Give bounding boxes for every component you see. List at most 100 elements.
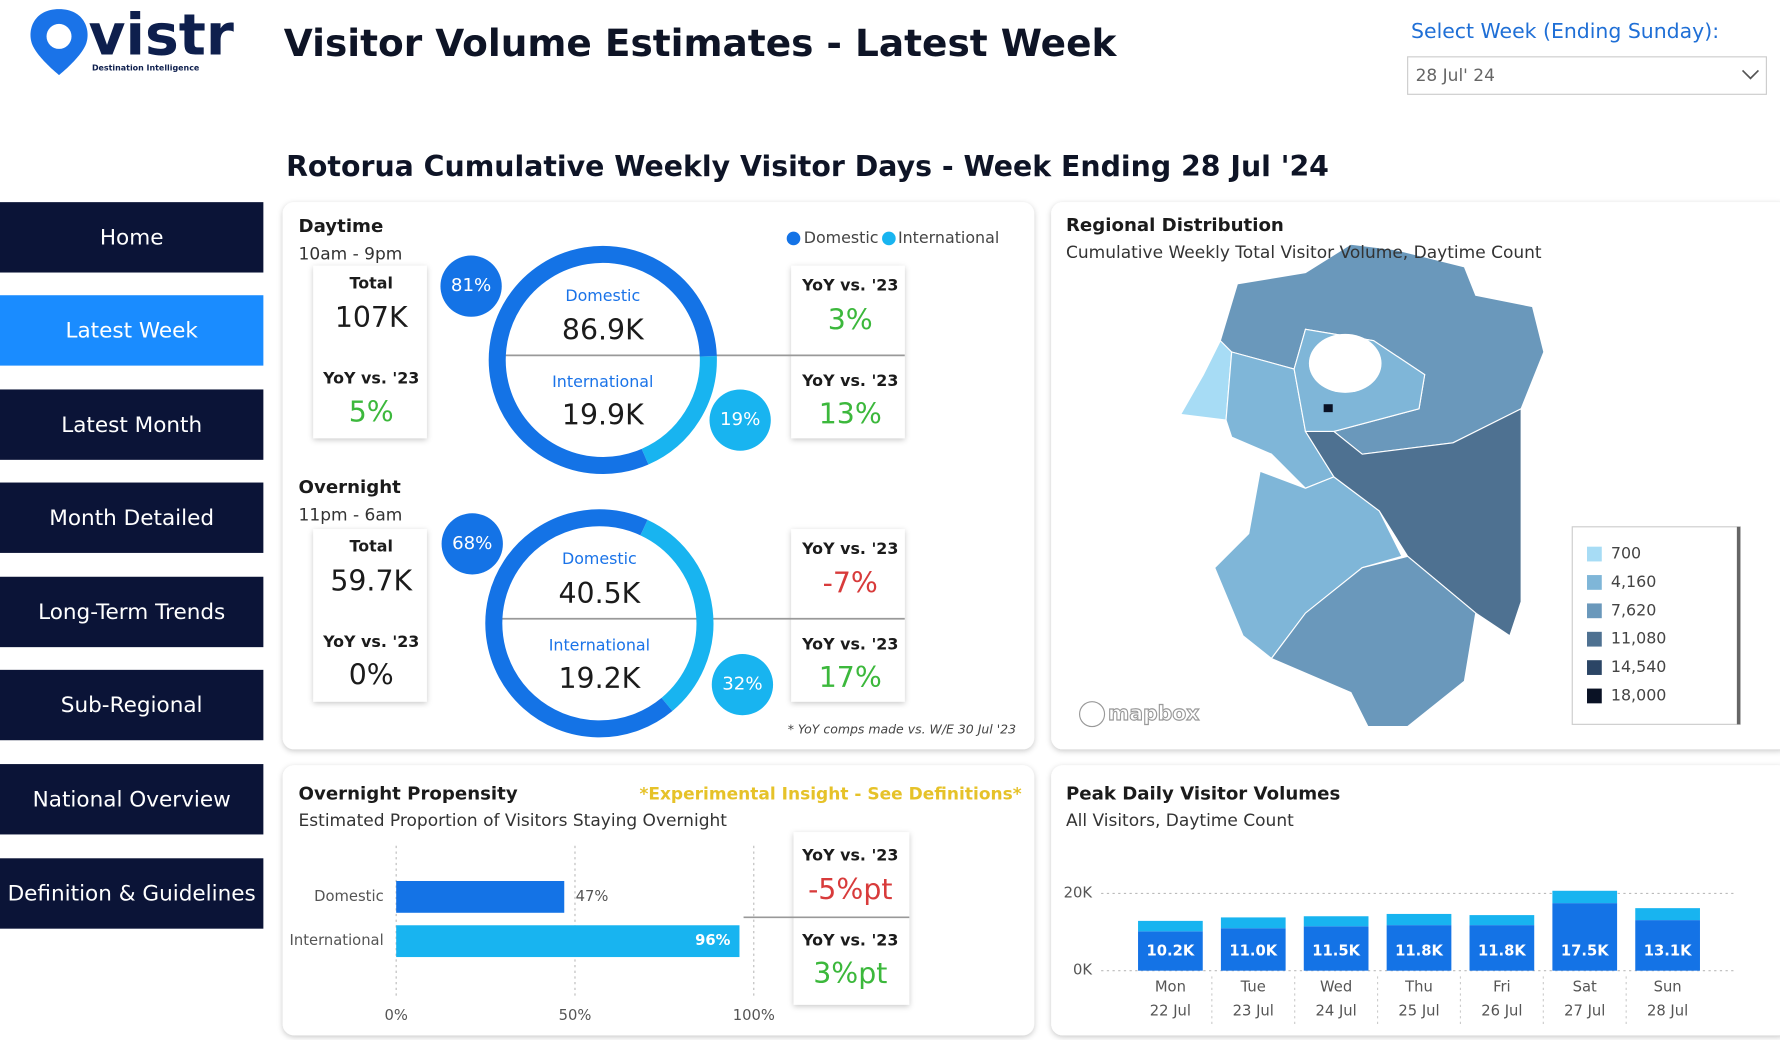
legend-swatch	[1587, 660, 1602, 675]
nav-button[interactable]	[0, 858, 264, 929]
logo-pin-hole	[46, 23, 72, 49]
block-title: Daytime	[299, 216, 384, 237]
share-bubble	[440, 255, 502, 317]
bar-segment	[1138, 920, 1203, 932]
kpi-box	[793, 832, 910, 1005]
nav-label[interactable]: Home	[100, 225, 164, 250]
footnote: * YoY comps made vs. W/E 30 Jul '23	[788, 722, 1016, 737]
legend-dot	[882, 231, 896, 246]
bar-segment	[1220, 928, 1286, 971]
page-title: Visitor Volume Estimates - Latest Week	[284, 21, 1118, 65]
data-label: 11.8K	[1395, 942, 1443, 959]
bar-segment	[1138, 931, 1203, 971]
y-tick-label: Domestic	[314, 888, 384, 905]
share-bubble	[709, 389, 771, 451]
legend-label: 18,000	[1611, 685, 1667, 704]
donut-label: International	[549, 636, 650, 655]
nav-button[interactable]	[0, 482, 264, 553]
kpi-label: YoY vs. '23	[801, 846, 898, 865]
bar-segment	[1303, 916, 1369, 927]
bar-segment	[1303, 926, 1369, 971]
x-tick-label: 50%	[559, 1007, 592, 1024]
scrollbar	[1736, 526, 1741, 725]
x-tick-label: 27 Jul	[1564, 1003, 1605, 1020]
nav-label[interactable]: Definition & Guidelines	[8, 882, 256, 907]
nav-button[interactable]	[0, 764, 264, 835]
nav-label[interactable]: Sub-Regional	[61, 693, 203, 718]
kpi-box	[791, 265, 905, 439]
nav-button[interactable]	[0, 576, 264, 648]
bar-segment	[1635, 908, 1700, 921]
kpi-label: Total	[350, 537, 393, 556]
data-label: 13.1K	[1644, 942, 1692, 959]
bar-segment	[1220, 917, 1286, 929]
bar-segment	[1552, 890, 1618, 904]
kpi-yoy: 17%	[819, 661, 882, 694]
kpi-label: YoY vs. '23	[801, 371, 898, 390]
legend-label: International	[898, 228, 999, 247]
data-label: 10.2K	[1146, 942, 1194, 959]
kpi-yoy: 3%	[828, 303, 873, 336]
kpi-label: YoY vs. '23	[801, 634, 898, 653]
data-label: 11.0K	[1229, 942, 1277, 959]
bar-segment	[1386, 913, 1452, 926]
nav-button[interactable]	[0, 202, 264, 273]
card-subtitle: All Visitors, Daytime Count	[1066, 811, 1294, 831]
nav-button[interactable]	[0, 389, 264, 460]
map-region	[1270, 555, 1477, 728]
donut-arc	[641, 355, 717, 465]
card-title: Overnight Propensity	[299, 784, 518, 805]
donut-value: 19.2K	[558, 662, 641, 695]
share-bubble	[711, 653, 774, 716]
legend-swatch	[1587, 546, 1602, 562]
block-subtitle: 11pm - 6am	[299, 505, 403, 525]
legend-label: Domestic	[804, 228, 879, 247]
kpi-yoy: 5%	[349, 395, 394, 428]
data-label: 17.5K	[1561, 942, 1609, 959]
bar-segment	[1469, 925, 1535, 971]
donut-label: International	[552, 372, 653, 391]
legend-label: 4,160	[1611, 572, 1656, 591]
kpi-label: YoY vs. '23	[801, 539, 898, 558]
nav-label[interactable]: Long-Term Trends	[38, 600, 225, 625]
card-title: Peak Daily Visitor Volumes	[1066, 784, 1340, 805]
legend-dot	[786, 231, 801, 246]
legend-swatch	[1587, 688, 1602, 704]
legend-label: 11,080	[1611, 629, 1667, 648]
kpi-yoy: -5%pt	[808, 873, 892, 906]
y-tick-label: 0K	[1073, 962, 1092, 979]
nav-button[interactable]	[0, 295, 264, 366]
lake	[1308, 333, 1382, 393]
dropdown-chevron[interactable]	[1741, 69, 1760, 80]
nav-label[interactable]: Latest Week	[65, 319, 198, 344]
x-tick-label: 23 Jul	[1233, 1003, 1274, 1020]
nav-button[interactable]	[0, 669, 264, 741]
x-tick-label: Thu	[1404, 979, 1433, 996]
logo-tagline: Destination Intelligence	[92, 64, 199, 73]
nav-label[interactable]: National Overview	[33, 787, 231, 812]
donut-arc	[485, 509, 673, 738]
data-label: 11.5K	[1312, 942, 1360, 959]
x-tick-label: 100%	[733, 1007, 775, 1024]
mapbox-logo	[1079, 701, 1106, 728]
week-dropdown[interactable]	[1407, 56, 1767, 95]
kpi-yoy: 0%	[349, 659, 394, 692]
kpi-value: 107K	[335, 301, 409, 334]
kpi-label: YoY vs. '23	[322, 632, 419, 651]
share-label: 68%	[452, 533, 492, 554]
nav-label[interactable]: Month Detailed	[49, 506, 214, 531]
block-title: Overnight	[299, 477, 402, 498]
data-label: 11.8K	[1478, 942, 1526, 959]
donut-value: 19.9K	[562, 399, 645, 432]
x-tick-label: Tue	[1240, 979, 1266, 996]
x-tick-label: 24 Jul	[1316, 1003, 1357, 1020]
nav-label[interactable]: Latest Month	[61, 413, 202, 438]
share-label: 81%	[451, 275, 491, 296]
legend-label: 700	[1611, 544, 1641, 563]
kpi-yoy: 13%	[819, 398, 882, 431]
x-tick-label: 25 Jul	[1398, 1003, 1439, 1020]
select-value[interactable]: 28 Jul' 24	[1416, 66, 1495, 86]
share-label: 32%	[722, 674, 762, 695]
share-label: 19%	[720, 409, 760, 430]
x-tick-label: Mon	[1155, 979, 1186, 996]
